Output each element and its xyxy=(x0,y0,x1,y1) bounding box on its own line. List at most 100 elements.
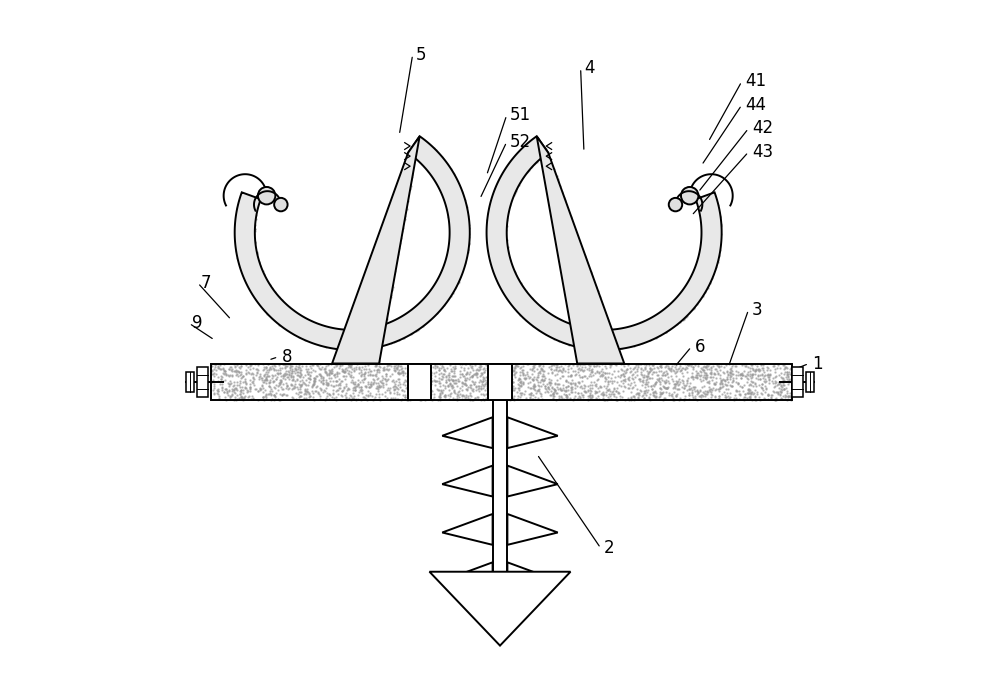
Point xyxy=(446,377,462,388)
Point xyxy=(239,213,255,224)
Point xyxy=(233,390,249,401)
Point xyxy=(494,192,510,203)
Point xyxy=(531,367,547,377)
Point xyxy=(486,243,502,254)
Point xyxy=(515,369,531,379)
Point xyxy=(552,181,568,192)
Point xyxy=(571,299,587,309)
Point xyxy=(545,391,561,402)
Point xyxy=(240,230,256,241)
Point xyxy=(573,341,589,352)
Point xyxy=(653,320,669,330)
Point xyxy=(401,315,417,326)
Point xyxy=(546,190,562,201)
Point xyxy=(409,143,425,154)
Point xyxy=(378,368,394,379)
Point xyxy=(706,378,722,389)
Point xyxy=(700,191,716,202)
Point xyxy=(471,382,487,393)
Point xyxy=(240,246,256,257)
Point xyxy=(337,337,353,347)
Point xyxy=(283,311,299,322)
Point xyxy=(245,241,261,252)
Point xyxy=(598,382,614,393)
Point xyxy=(429,360,445,371)
Point xyxy=(269,296,285,307)
Point xyxy=(747,358,763,369)
Point xyxy=(581,363,597,374)
Point xyxy=(608,392,624,403)
Point xyxy=(696,203,712,214)
Point xyxy=(510,274,526,285)
Point xyxy=(537,381,553,392)
Point xyxy=(544,163,560,173)
Point xyxy=(341,366,357,377)
Point xyxy=(246,373,262,384)
Point xyxy=(700,252,716,263)
Point xyxy=(422,155,438,166)
Point xyxy=(707,379,723,390)
Point xyxy=(377,297,393,308)
Point xyxy=(608,336,624,347)
Point xyxy=(710,218,726,228)
Point xyxy=(389,362,405,373)
Point xyxy=(712,217,728,228)
Point xyxy=(359,322,375,333)
Point xyxy=(447,222,463,233)
Point xyxy=(775,373,791,384)
Point xyxy=(489,243,505,254)
Point xyxy=(328,394,344,405)
Point xyxy=(370,293,386,304)
Point xyxy=(391,367,407,378)
Point xyxy=(366,277,382,288)
Point xyxy=(385,248,401,259)
Point xyxy=(445,175,461,186)
Point xyxy=(243,245,259,256)
Point xyxy=(235,201,251,212)
Point xyxy=(293,314,309,325)
Point xyxy=(446,185,462,196)
Point xyxy=(441,270,457,281)
Point xyxy=(411,141,427,152)
Point xyxy=(491,203,507,214)
Point xyxy=(233,224,249,235)
Point xyxy=(248,270,264,281)
Point xyxy=(666,381,682,392)
Point xyxy=(630,320,646,331)
Point xyxy=(337,325,353,336)
Point xyxy=(658,326,674,337)
Point xyxy=(369,337,385,348)
Point xyxy=(227,394,243,405)
Point xyxy=(438,283,454,294)
Point xyxy=(488,362,504,373)
Point xyxy=(696,218,712,228)
Point xyxy=(250,264,266,275)
Point xyxy=(590,391,606,402)
Point xyxy=(576,290,592,301)
Point xyxy=(398,186,414,197)
Point xyxy=(226,386,242,397)
Point xyxy=(393,224,409,235)
Point xyxy=(760,389,776,400)
Point xyxy=(272,318,288,329)
Point xyxy=(506,384,522,395)
Point xyxy=(222,392,238,403)
Point xyxy=(568,335,584,346)
Point xyxy=(592,354,608,365)
Point xyxy=(501,192,517,203)
Point xyxy=(779,363,795,374)
Point xyxy=(769,387,785,398)
Point xyxy=(521,389,537,400)
Point xyxy=(724,380,740,391)
Point xyxy=(594,368,610,379)
Point xyxy=(527,299,543,310)
Point xyxy=(532,142,548,153)
Point xyxy=(666,308,682,319)
Point xyxy=(256,273,272,284)
Point xyxy=(688,277,704,288)
Point xyxy=(293,369,309,379)
Point xyxy=(775,391,791,402)
Point xyxy=(689,385,705,396)
Point xyxy=(290,362,306,373)
Point xyxy=(571,239,587,250)
